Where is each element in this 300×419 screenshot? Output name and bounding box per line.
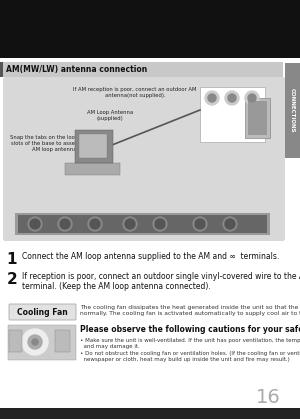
Circle shape [205,91,219,105]
Text: 2: 2 [7,272,17,287]
Text: The cooling fan dissipates the heat generated inside the unit so that the unit c: The cooling fan dissipates the heat gene… [80,305,300,316]
Circle shape [193,217,207,231]
Text: Connect the AM loop antenna supplied to the AM and ∞  terminals.: Connect the AM loop antenna supplied to … [22,252,279,261]
Circle shape [245,91,259,105]
Circle shape [208,94,216,102]
Bar [65,163,120,175]
Circle shape [223,217,237,231]
Text: If AM reception is poor, connect an outdoor AM
antenna(not supplied).: If AM reception is poor, connect an outd… [73,87,197,98]
Bar [285,63,300,158]
Bar [248,101,267,135]
Bar [18,215,267,233]
Circle shape [125,219,135,229]
Text: 16: 16 [256,388,280,406]
Circle shape [225,91,239,105]
Circle shape [22,329,48,355]
Circle shape [90,219,100,229]
Circle shape [225,219,235,229]
Bar [55,330,70,352]
Circle shape [30,219,40,229]
Circle shape [88,217,102,231]
Text: • Make sure the unit is well-ventilated. If the unit has poor ventilation, the t: • Make sure the unit is well-ventilated.… [80,338,300,349]
Circle shape [153,217,167,231]
Bar [0,62,283,77]
Bar [79,134,107,158]
Bar [9,330,22,352]
Circle shape [155,219,165,229]
Text: • Do not obstruct the cooling fan or ventilation holes. (If the cooling fan or v: • Do not obstruct the cooling fan or ven… [80,351,300,362]
FancyBboxPatch shape [3,77,285,241]
Circle shape [228,94,236,102]
Circle shape [195,219,205,229]
Bar [75,130,113,163]
Bar [0,408,300,419]
Circle shape [60,219,70,229]
Text: AM Loop Antenna
(supplied): AM Loop Antenna (supplied) [87,110,133,121]
Text: 1: 1 [7,252,17,267]
Text: AM(MW/LW) antenna connection: AM(MW/LW) antenna connection [6,65,147,74]
Bar [0,62,3,77]
Text: CONNECTIONS: CONNECTIONS [290,88,295,133]
FancyBboxPatch shape [9,304,76,320]
Circle shape [123,217,137,231]
Bar [0,58,300,419]
Bar [8,325,76,360]
Circle shape [28,217,42,231]
Bar [200,87,265,142]
Circle shape [58,217,72,231]
Text: Please observe the following cautions for your safety.: Please observe the following cautions fo… [80,325,300,334]
Circle shape [248,94,256,102]
Text: If reception is poor, connect an outdoor single vinyl-covered wire to the AM
ter: If reception is poor, connect an outdoor… [22,272,300,291]
Circle shape [28,335,42,349]
Text: Snap the tabs on the loop into the
slots of the base to assemble the
AM loop ant: Snap the tabs on the loop into the slots… [10,135,100,152]
Text: Cooling Fan: Cooling Fan [16,308,68,316]
Circle shape [32,339,38,345]
Bar [0,0,300,58]
Bar [15,213,270,235]
Bar [245,98,270,138]
